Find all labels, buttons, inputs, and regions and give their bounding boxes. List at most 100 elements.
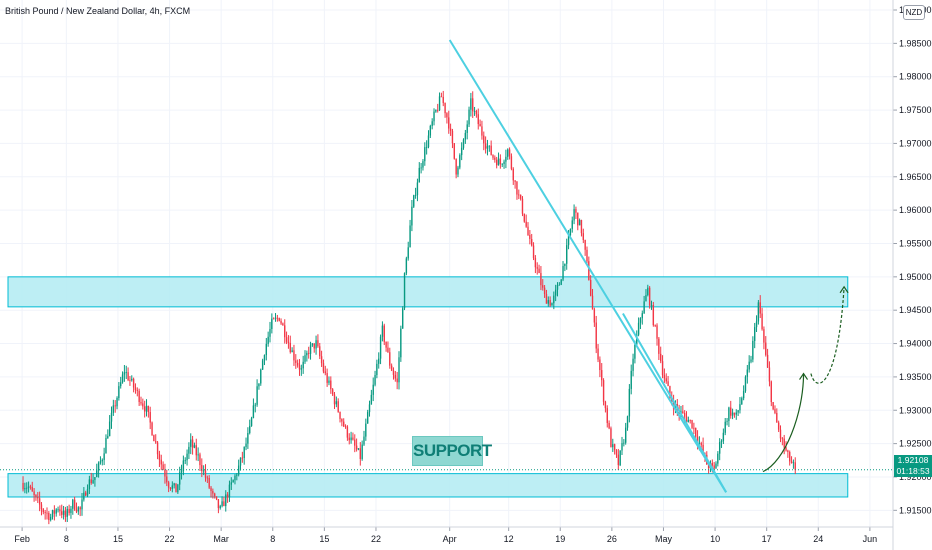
candle-down[interactable] [589,279,592,296]
candle-down[interactable] [276,317,279,319]
candle-up[interactable] [228,484,231,498]
candle-down[interactable] [48,513,50,521]
candle-up[interactable] [269,328,271,337]
candle-up[interactable] [626,416,629,428]
candle-up[interactable] [433,111,435,122]
candle-up[interactable] [724,421,726,433]
candle-up[interactable] [101,459,103,462]
candle-up[interactable] [182,460,185,471]
candle-down[interactable] [127,372,129,381]
candle-up[interactable] [722,432,725,441]
candle-down[interactable] [333,394,336,405]
candle-down[interactable] [201,465,203,472]
candle-down[interactable] [136,390,139,391]
candle-down[interactable] [663,375,666,379]
candle-up[interactable] [401,308,404,329]
candle-down[interactable] [730,407,732,416]
candle-up[interactable] [51,510,54,517]
candle-up[interactable] [237,465,240,475]
candle-up[interactable] [630,370,632,389]
candle-up[interactable] [256,386,258,405]
candle-down[interactable] [776,412,778,423]
candle-down[interactable] [490,145,492,155]
candle-down[interactable] [779,429,782,439]
candle-down[interactable] [385,341,387,348]
candle-up[interactable] [306,352,308,356]
candle-up[interactable] [49,516,52,521]
candle-up[interactable] [567,235,570,246]
candle-up[interactable] [96,470,98,478]
candle-down[interactable] [451,130,454,144]
candle-down[interactable] [46,512,48,514]
candle-up[interactable] [258,383,260,387]
candle-down[interactable] [494,157,496,160]
candle-up[interactable] [715,463,717,469]
candle-down[interactable] [348,437,350,441]
candle-down[interactable] [317,340,319,347]
candle-up[interactable] [422,161,424,168]
candle-up[interactable] [645,295,647,302]
candle-down[interactable] [293,350,295,361]
candle-up[interactable] [368,404,371,413]
candle-down[interactable] [33,491,35,496]
candle-up[interactable] [184,460,186,462]
candle-down[interactable] [693,427,695,429]
candle-down[interactable] [339,411,341,419]
candle-up[interactable] [178,472,181,485]
candle-down[interactable] [472,98,474,112]
candle-up[interactable] [457,167,459,175]
candle-down[interactable] [538,268,540,274]
candle-up[interactable] [252,405,255,418]
candle-down[interactable] [733,412,736,415]
candle-down[interactable] [540,273,542,286]
candle-up[interactable] [250,417,253,426]
candle-up[interactable] [265,343,268,356]
candle-down[interactable] [307,352,310,354]
candle-up[interactable] [547,300,549,304]
candle-down[interactable] [604,401,607,409]
candle-up[interactable] [232,480,234,483]
candle-down[interactable] [492,154,494,158]
candle-down[interactable] [160,459,162,465]
candle-down[interactable] [658,338,660,354]
candle-up[interactable] [186,453,188,461]
candle-down[interactable] [151,422,153,436]
candle-down[interactable] [331,389,334,395]
candle-down[interactable] [442,96,444,103]
currency-badge[interactable]: NZD [903,5,925,20]
candle-up[interactable] [400,328,402,358]
candle-up[interactable] [72,499,74,509]
candle-up[interactable] [309,345,312,354]
candle-down[interactable] [453,143,455,159]
candle-up[interactable] [554,289,557,296]
candle-up[interactable] [81,499,83,510]
candle-down[interactable] [167,482,170,488]
candle-down[interactable] [606,408,608,424]
candle-down[interactable] [508,149,511,157]
candle-down[interactable] [437,110,439,111]
candle-down[interactable] [761,313,763,330]
candle-down[interactable] [512,168,514,181]
candle-up[interactable] [429,125,432,136]
candle-up[interactable] [311,343,314,346]
candle-down[interactable] [591,295,594,310]
candle-up[interactable] [26,487,28,489]
candle-down[interactable] [31,486,33,492]
candle-down[interactable] [667,381,669,387]
candle-down[interactable] [217,499,220,509]
candle-up[interactable] [131,378,133,381]
candle-down[interactable] [527,226,529,235]
candle-down[interactable] [278,318,280,321]
candle-up[interactable] [737,410,739,413]
candle-down[interactable] [296,362,299,366]
candle-down[interactable] [582,233,585,240]
candle-down[interactable] [661,361,664,376]
candle-down[interactable] [282,323,284,326]
candle-up[interactable] [744,376,747,391]
candle-up[interactable] [507,149,509,157]
candle-down[interactable] [580,220,583,234]
candle-up[interactable] [757,302,760,322]
candle-up[interactable] [501,163,503,165]
candle-down[interactable] [617,454,620,466]
candle-down[interactable] [29,486,32,488]
